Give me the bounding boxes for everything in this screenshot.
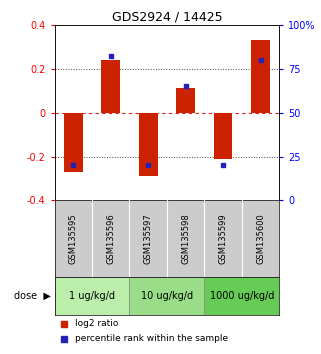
Bar — [204, 276, 279, 315]
Text: dose  ▶: dose ▶ — [14, 291, 51, 301]
Text: GSM135598: GSM135598 — [181, 213, 190, 264]
Text: 1000 ug/kg/d: 1000 ug/kg/d — [210, 291, 274, 301]
Bar — [55, 276, 129, 315]
Bar — [214, 113, 232, 159]
Text: 1 ug/kg/d: 1 ug/kg/d — [69, 291, 115, 301]
Text: GSM135596: GSM135596 — [106, 213, 115, 264]
Bar — [129, 276, 204, 315]
Bar — [176, 88, 195, 113]
Text: percentile rank within the sample: percentile rank within the sample — [75, 335, 228, 343]
Bar — [101, 60, 120, 113]
Text: 10 ug/kg/d: 10 ug/kg/d — [141, 291, 193, 301]
Bar — [139, 113, 158, 176]
Title: GDS2924 / 14425: GDS2924 / 14425 — [112, 11, 222, 24]
Text: log2 ratio: log2 ratio — [75, 319, 118, 328]
Text: GSM135595: GSM135595 — [69, 213, 78, 264]
Text: GSM135600: GSM135600 — [256, 213, 265, 264]
Bar — [64, 113, 83, 172]
Text: GSM135599: GSM135599 — [219, 213, 228, 264]
Bar — [251, 40, 270, 113]
Text: GSM135597: GSM135597 — [144, 213, 153, 264]
